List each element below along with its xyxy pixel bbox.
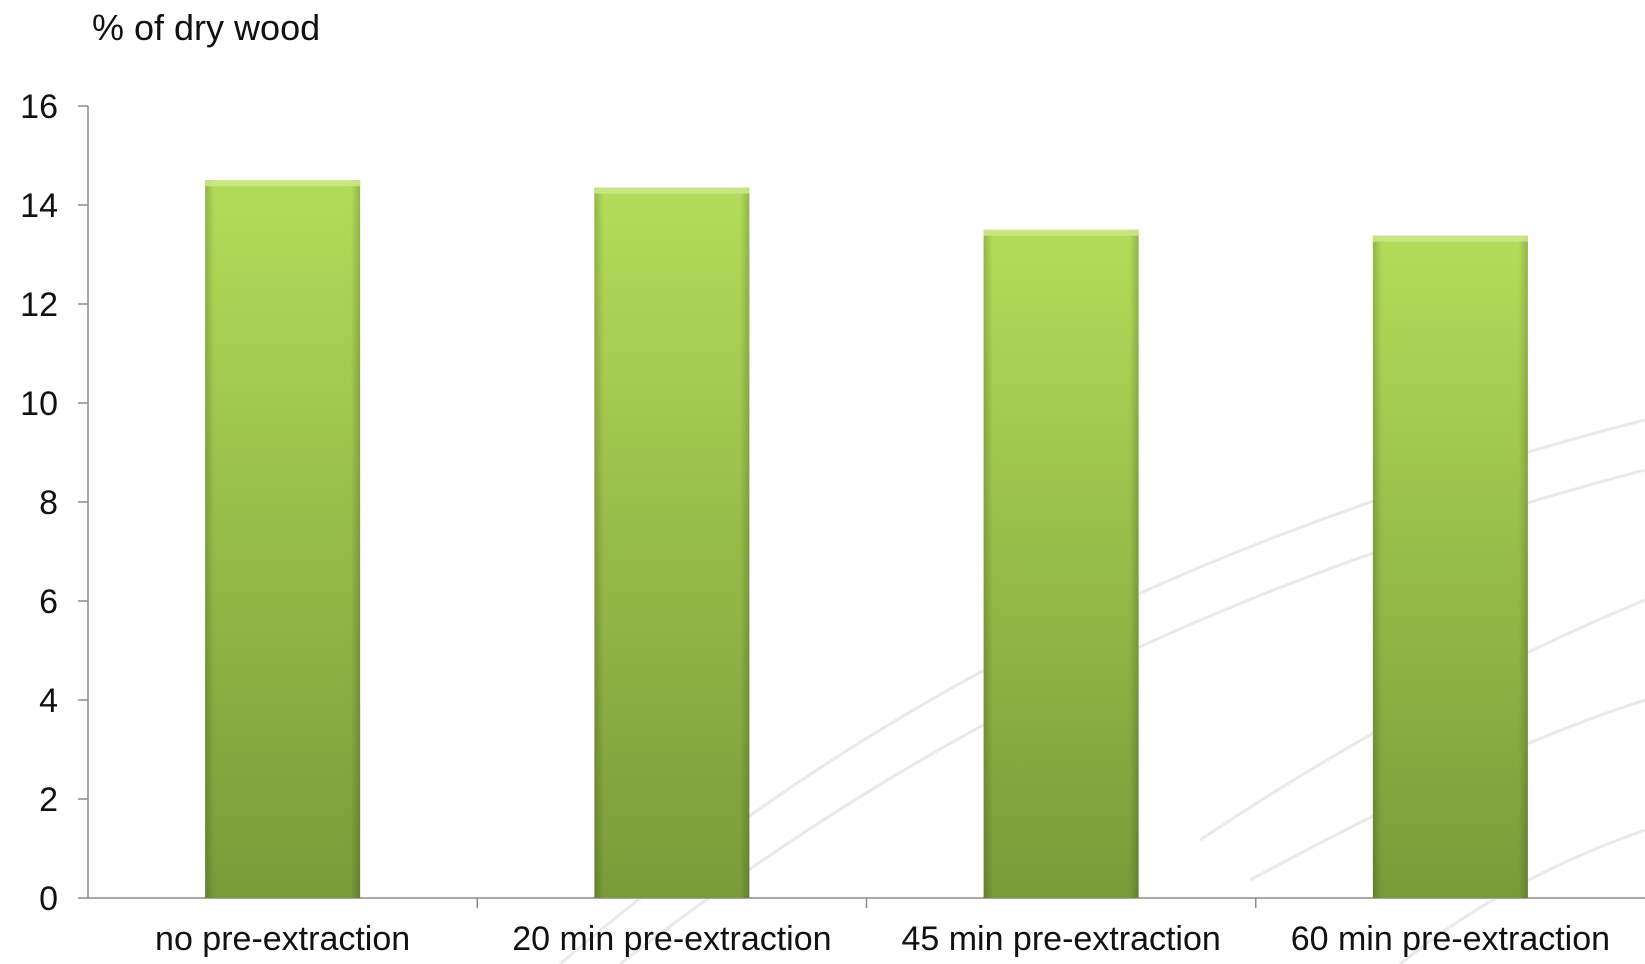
bar-edge-shade bbox=[594, 187, 750, 899]
x-tick-label: 20 min pre-extraction bbox=[512, 920, 831, 958]
y-tick-label: 4 bbox=[39, 682, 58, 720]
y-tick-label: 16 bbox=[20, 88, 58, 126]
bar bbox=[1372, 235, 1528, 898]
y-tick-label: 10 bbox=[20, 385, 58, 423]
y-tick-label: 2 bbox=[39, 781, 58, 819]
bar bbox=[594, 187, 750, 899]
bar-edge-shade bbox=[983, 229, 1139, 898]
bar-top-highlight bbox=[594, 187, 750, 194]
x-tick-label: no pre-extraction bbox=[155, 920, 410, 958]
y-tick-label: 6 bbox=[39, 583, 58, 621]
y-ticks: 0 2 4 6 8 10 12 14 16 bbox=[20, 88, 88, 918]
bar bbox=[205, 180, 361, 898]
bar-top-highlight bbox=[205, 180, 361, 187]
bar-top-highlight bbox=[1372, 235, 1528, 242]
x-tick-label: 45 min pre-extraction bbox=[901, 920, 1220, 958]
x-tick-labels: no pre-extraction 20 min pre-extraction 45… bbox=[155, 920, 1610, 958]
y-tick-label: 0 bbox=[39, 880, 58, 918]
y-tick-label: 12 bbox=[20, 286, 58, 324]
bars bbox=[205, 180, 1528, 899]
bar-edge-shade bbox=[205, 180, 361, 898]
bar-edge-shade bbox=[1372, 235, 1528, 898]
bar bbox=[983, 229, 1139, 898]
y-tick-label: 14 bbox=[20, 187, 58, 225]
bar-top-highlight bbox=[983, 229, 1139, 236]
x-tick-label: 60 min pre-extraction bbox=[1291, 920, 1610, 958]
y-tick-label: 8 bbox=[39, 484, 58, 522]
y-axis-label: % of dry wood bbox=[92, 7, 320, 48]
